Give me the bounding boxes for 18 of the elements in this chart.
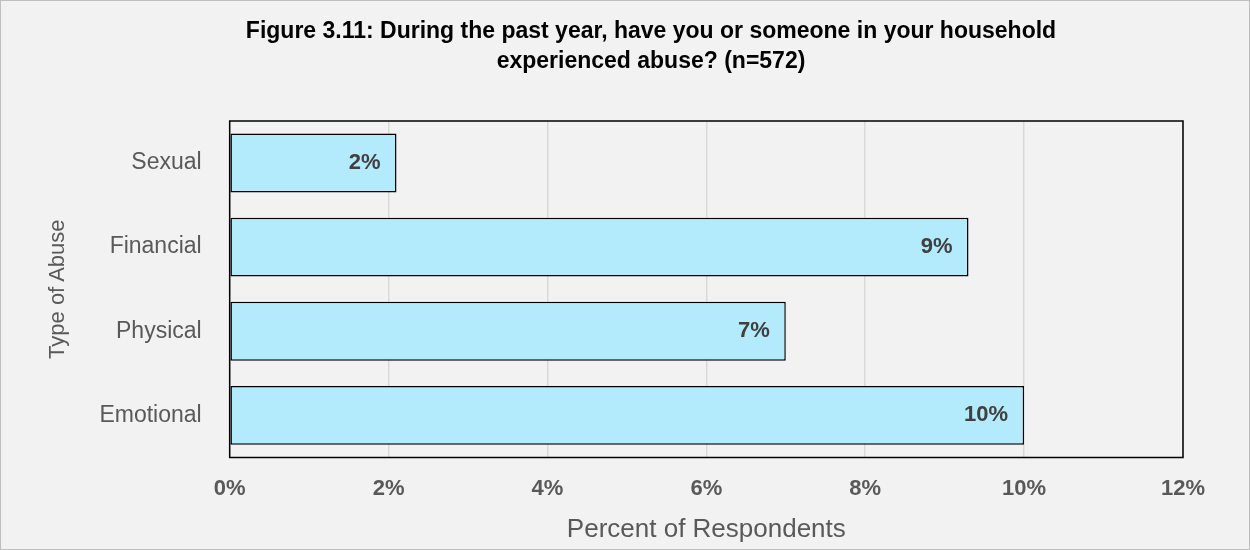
x-tick-label: 10% xyxy=(1002,474,1047,500)
y-tick-label: Emotional xyxy=(99,400,202,427)
x-tick-label: 8% xyxy=(849,474,882,500)
y-tick-label: Sexual xyxy=(131,148,202,175)
data-label: 9% xyxy=(920,233,953,259)
y-axis-title: Type of Abuse xyxy=(44,219,70,359)
x-tick-label: 2% xyxy=(372,474,405,500)
x-tick-label: 0% xyxy=(213,474,246,500)
x-tick-label: 4% xyxy=(531,474,564,500)
y-tick-label: Financial xyxy=(109,232,202,259)
y-tick-label: Physical xyxy=(116,316,202,343)
chart-title: Figure 3.11: During the past year, have you or someone in your household experienced abuse? (n=572) xyxy=(244,16,1058,75)
data-label: 7% xyxy=(737,317,770,343)
x-tick-label: 6% xyxy=(690,474,723,500)
x-tick-label: 12% xyxy=(1160,474,1206,500)
x-axis-title: Percent of Respondents xyxy=(566,512,846,543)
data-label: 2% xyxy=(348,149,381,175)
data-label: 10% xyxy=(964,401,1009,427)
